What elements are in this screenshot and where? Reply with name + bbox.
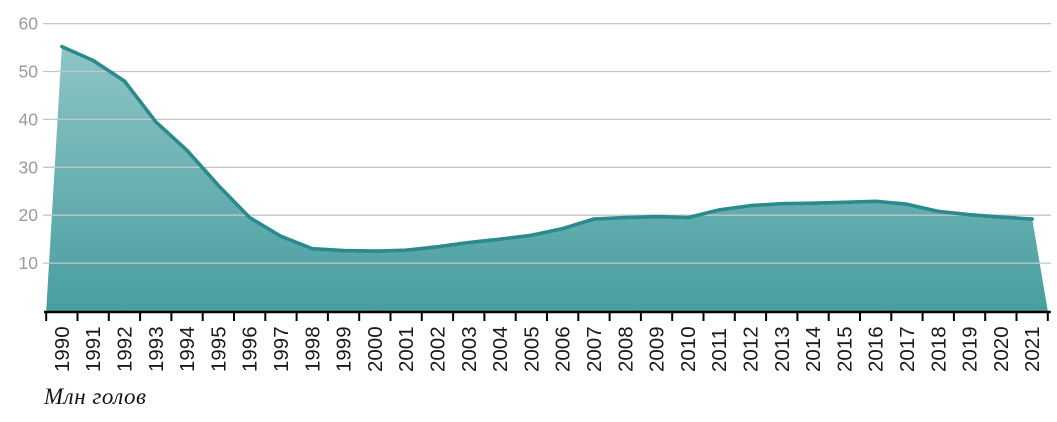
- x-axis-label-2009: 2009: [646, 326, 669, 372]
- x-axis-label-2017: 2017: [896, 326, 919, 372]
- x-axis-label-1997: 1997: [270, 326, 293, 372]
- x-axis-label-1995: 1995: [207, 326, 230, 372]
- area-fill: [46, 46, 1048, 311]
- x-axis-label-2002: 2002: [426, 326, 449, 372]
- x-axis-label-2005: 2005: [520, 326, 543, 372]
- x-axis-label-2010: 2010: [677, 326, 700, 372]
- x-axis-label-2001: 2001: [395, 326, 418, 372]
- x-axis-label-2012: 2012: [740, 326, 763, 372]
- x-axis-label-1996: 1996: [239, 326, 262, 372]
- y-axis-label-20: 20: [19, 205, 39, 225]
- x-axis-label-2006: 2006: [552, 326, 575, 372]
- x-axis-label-2016: 2016: [865, 326, 888, 372]
- y-axis-label-40: 40: [19, 109, 39, 129]
- x-axis-label-2003: 2003: [458, 326, 481, 372]
- x-axis-label-2008: 2008: [614, 326, 637, 372]
- x-axis-label-2011: 2011: [708, 328, 731, 372]
- x-axis-label-1994: 1994: [176, 326, 199, 372]
- x-axis-label-2004: 2004: [489, 326, 512, 372]
- chart-unit-caption: Млн голов: [44, 384, 147, 409]
- x-axis-label-2019: 2019: [959, 326, 982, 372]
- x-axis-label-2014: 2014: [802, 326, 825, 372]
- y-axis-label-30: 30: [19, 157, 39, 177]
- y-axis-label-50: 50: [19, 62, 39, 82]
- x-axis-label-2007: 2007: [583, 326, 606, 372]
- x-axis-label-1990: 1990: [51, 326, 74, 372]
- x-axis-label-1993: 1993: [145, 326, 168, 372]
- x-axis-label-1992: 1992: [113, 326, 136, 372]
- x-axis-label-2018: 2018: [927, 326, 950, 372]
- x-axis-label-2013: 2013: [771, 326, 794, 372]
- x-axis-label-1991: 1991: [82, 326, 105, 372]
- x-axis-label-1998: 1998: [301, 326, 324, 372]
- x-axis-label-1999: 1999: [333, 326, 356, 372]
- y-axis-label-60: 60: [19, 14, 39, 34]
- trend-line: [60, 44, 1034, 253]
- y-axis-label-10: 10: [19, 253, 39, 273]
- x-axis-label-2000: 2000: [364, 326, 387, 372]
- x-axis-label-2015: 2015: [833, 326, 856, 372]
- x-axis-label-2021: 2021: [1021, 326, 1044, 372]
- x-axis-label-2020: 2020: [990, 326, 1013, 372]
